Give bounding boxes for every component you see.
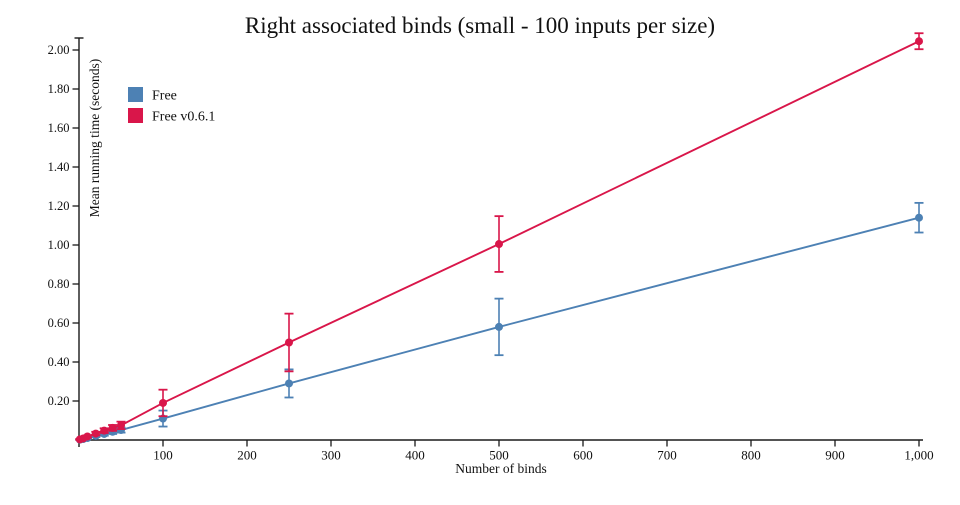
y-tick-label: 1.80 bbox=[48, 82, 70, 96]
x-tick-label: 900 bbox=[825, 448, 845, 463]
data-point bbox=[495, 323, 503, 331]
data-point bbox=[285, 379, 293, 387]
data-point bbox=[285, 339, 293, 347]
y-tick-label: 0.20 bbox=[48, 394, 70, 408]
y-tick-label: 1.20 bbox=[48, 199, 70, 213]
legend-label-free-v061: Free v0.6.1 bbox=[152, 110, 215, 125]
data-point bbox=[100, 427, 108, 435]
data-point bbox=[92, 430, 100, 438]
x-tick-label: 600 bbox=[573, 448, 593, 463]
data-series bbox=[75, 33, 923, 443]
x-tick-label: 300 bbox=[321, 448, 341, 463]
y-tick-label: 0.80 bbox=[48, 277, 70, 291]
x-tick-label: 200 bbox=[237, 448, 257, 463]
data-point bbox=[915, 214, 923, 222]
x-tick-label: 1,000 bbox=[904, 448, 933, 463]
data-point bbox=[109, 424, 117, 432]
x-axis-title: Number of binds bbox=[455, 461, 547, 476]
y-tick-label: 1.40 bbox=[48, 160, 70, 174]
x-tick-label: 400 bbox=[405, 448, 425, 463]
y-tick-label: 0.40 bbox=[48, 355, 70, 369]
x-tick-label: 100 bbox=[153, 448, 173, 463]
legend-label-free: Free bbox=[152, 89, 177, 104]
chart-title: Right associated binds (small - 100 inpu… bbox=[245, 13, 715, 38]
y-axis-title: Mean running time (seconds) bbox=[87, 59, 102, 218]
legend-swatch-free-v061 bbox=[128, 108, 143, 123]
y-tick-label: 2.00 bbox=[48, 43, 70, 57]
x-tick-label: 800 bbox=[741, 448, 761, 463]
series-free-v0-6-1 bbox=[75, 33, 923, 443]
data-point bbox=[159, 399, 167, 407]
y-tick-label: 0.60 bbox=[48, 316, 70, 330]
data-point bbox=[915, 37, 923, 45]
data-point bbox=[117, 421, 125, 429]
axes: 0.20 0.40 0.60 0.80 1.00 1.20 1.40 1.60 1.80 2.00… bbox=[48, 38, 934, 463]
data-point bbox=[495, 240, 503, 248]
data-point bbox=[83, 432, 91, 440]
legend-swatch-free bbox=[128, 87, 143, 102]
y-tick-label: 1.60 bbox=[48, 121, 70, 135]
y-tick-label: 1.00 bbox=[48, 238, 70, 252]
x-tick-label: 700 bbox=[657, 448, 677, 463]
legend: Free Free v0.6.1 bbox=[128, 87, 215, 125]
